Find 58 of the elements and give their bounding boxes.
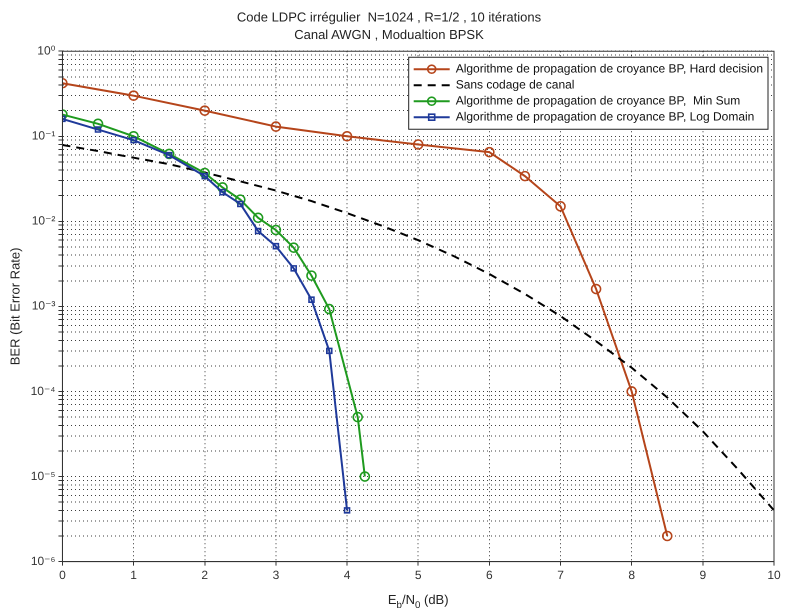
chart-subtitle: Canal AWGN , Modualtion BPSK bbox=[294, 26, 484, 42]
point bbox=[219, 188, 226, 196]
point bbox=[555, 201, 566, 212]
point bbox=[662, 530, 673, 542]
x-tick-label: 0 bbox=[59, 568, 66, 582]
point bbox=[520, 170, 530, 182]
point bbox=[272, 242, 280, 250]
x-tick-label: 8 bbox=[628, 568, 636, 582]
point bbox=[92, 118, 104, 130]
point bbox=[288, 242, 299, 253]
point bbox=[412, 139, 424, 150]
y-axis-title: BER (Bit Error Rate) bbox=[7, 248, 22, 366]
point bbox=[235, 194, 246, 205]
point bbox=[217, 182, 228, 193]
point bbox=[199, 105, 210, 116]
x-tick-label: 1 bbox=[130, 568, 138, 582]
point bbox=[128, 130, 139, 142]
x-tick-label: 3 bbox=[272, 568, 280, 582]
y-tick-label: 10⁰ bbox=[37, 44, 56, 58]
x-tick-label: 5 bbox=[414, 568, 422, 582]
point bbox=[199, 168, 210, 178]
x-tick-label: 7 bbox=[557, 568, 564, 582]
point bbox=[306, 270, 317, 281]
y-tick-label: 10⁻¹ bbox=[32, 128, 56, 143]
y-tick-label: 10⁻² bbox=[32, 214, 56, 228]
point bbox=[270, 121, 282, 132]
point bbox=[308, 296, 315, 303]
point bbox=[254, 228, 262, 234]
point bbox=[270, 224, 282, 236]
x-tick-label: 10 bbox=[767, 568, 781, 582]
point bbox=[626, 386, 637, 397]
point bbox=[344, 507, 350, 514]
point bbox=[590, 284, 602, 294]
point bbox=[342, 130, 352, 142]
point bbox=[164, 148, 174, 160]
x-tick-label: 9 bbox=[700, 568, 706, 582]
point bbox=[324, 304, 335, 314]
point bbox=[252, 212, 264, 224]
x-tick-label: 4 bbox=[344, 568, 351, 582]
point bbox=[352, 412, 364, 422]
point bbox=[290, 265, 297, 272]
y-tick-label: 10⁻⁶ bbox=[30, 554, 56, 568]
legend-label: Sans codage de canal bbox=[456, 78, 574, 92]
point bbox=[326, 348, 333, 354]
y-tick-label: 10⁻³ bbox=[32, 298, 56, 313]
x-tick-label: 6 bbox=[486, 568, 494, 582]
y-tick-label: 10⁻⁵ bbox=[30, 468, 56, 483]
point bbox=[128, 90, 139, 101]
y-tick-label: 10⁻⁴ bbox=[30, 384, 56, 398]
point bbox=[237, 200, 244, 208]
point bbox=[484, 146, 495, 158]
point bbox=[94, 126, 102, 133]
x-tick-label: 2 bbox=[201, 568, 208, 582]
legend-label: Algorithme de propagation de croyance BP, Hard decision bbox=[456, 62, 764, 76]
chart-title: Code LDPC irrégulier N=1024 , R=1/2 , 10 itérations bbox=[236, 9, 542, 24]
point bbox=[360, 471, 370, 482]
legend-label: Algorithme de propagation de croyance BP, Min Sum bbox=[456, 94, 740, 108]
legend-label: Algorithme de propagation de croyance BP, Log Domain bbox=[456, 110, 754, 124]
